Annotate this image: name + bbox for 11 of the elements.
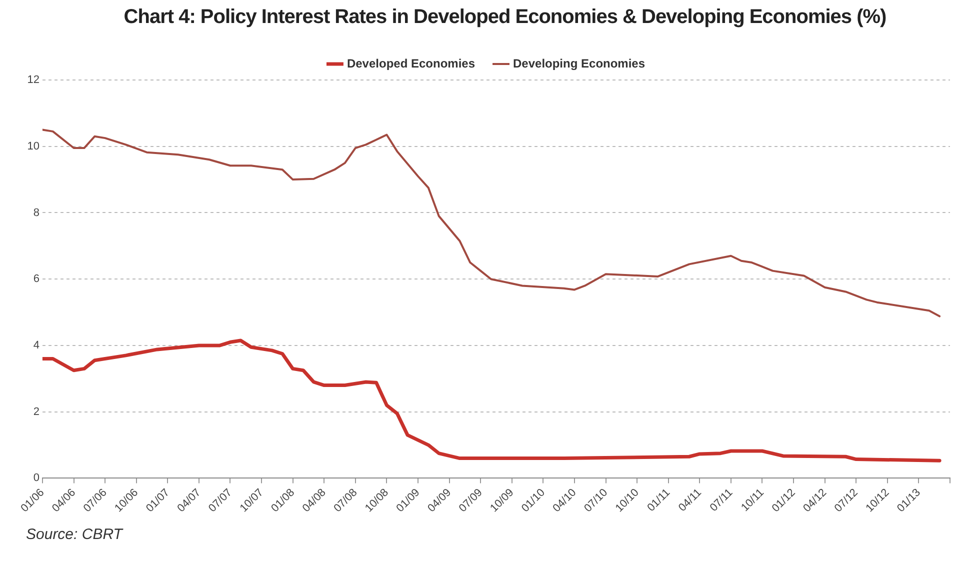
y-tick-label: 6: [33, 273, 40, 286]
y-tick-label: 0: [33, 472, 40, 484]
y-tick-label: 10: [27, 140, 40, 152]
y-tick-label: 4: [33, 340, 40, 352]
legend-label: Developing Economies: [513, 56, 646, 70]
y-tick-label: 12: [27, 74, 40, 86]
source-note: Source: CBRT: [26, 526, 122, 543]
legend-label: Developed Economies: [346, 56, 476, 70]
chart-title: Chart 4: Policy Interest Rates in Developed Economies & Developing Economies (%): [122, 6, 888, 29]
y-tick-label: 8: [33, 206, 40, 219]
y-tick-label: 2: [33, 406, 40, 418]
